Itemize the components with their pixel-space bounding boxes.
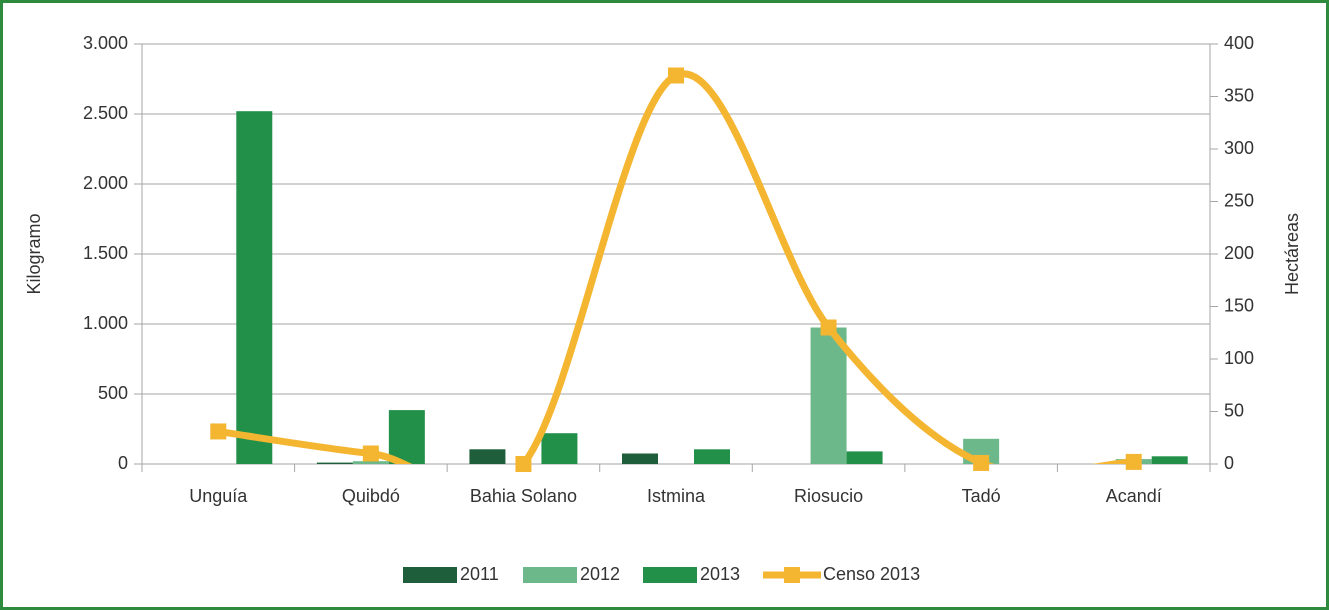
x-tick-label: Riosucio	[794, 486, 863, 506]
x-tick-label: Istmina	[647, 486, 706, 506]
y2-tick-label: 400	[1224, 33, 1254, 53]
line-marker	[515, 456, 532, 472]
line-marker	[973, 454, 990, 471]
y2-tick-label: 200	[1224, 243, 1254, 263]
y-tick-label: 0	[118, 453, 128, 473]
legend-marker	[784, 567, 800, 583]
y-axis-label: Kilogramo	[24, 213, 44, 294]
y2-tick-label: 300	[1224, 138, 1254, 158]
y2-tick-label: 0	[1224, 453, 1234, 473]
y-tick-label: 2.000	[83, 173, 128, 193]
line-marker	[820, 319, 837, 336]
y2-tick-label: 350	[1224, 85, 1254, 105]
bar	[236, 111, 273, 464]
y-tick-label: 1.000	[83, 313, 128, 333]
y2-tick-label: 250	[1224, 190, 1254, 210]
legend-label: Censo 2013	[823, 564, 920, 584]
legend-swatch	[643, 567, 697, 583]
y-tick-label: 2.500	[83, 103, 128, 123]
x-tick-label: Bahia Solano	[470, 486, 577, 506]
x-tick-label: Quibdó	[342, 486, 400, 506]
bar	[694, 449, 730, 464]
bar	[316, 462, 353, 464]
y2-axis-label: Hectáreas	[1282, 213, 1302, 295]
x-tick-label: Unguía	[189, 486, 248, 506]
line-marker	[362, 445, 379, 462]
bar	[622, 453, 658, 464]
bar	[352, 461, 389, 464]
line-marker	[668, 67, 684, 84]
bar	[541, 433, 578, 464]
bar	[1151, 456, 1188, 464]
y-tick-label: 1.500	[83, 243, 128, 263]
line-marker	[1125, 453, 1142, 470]
y-tick-label: 3.000	[83, 33, 128, 53]
bar	[388, 410, 425, 464]
legend-label: 2012	[580, 564, 620, 584]
legend-swatch	[523, 567, 577, 583]
y-tick-label: 500	[98, 383, 128, 403]
x-tick-label: Acandí	[1106, 486, 1162, 506]
legend-label: 2011	[460, 564, 499, 584]
bar	[846, 451, 883, 464]
y2-tick-label: 150	[1224, 295, 1254, 315]
x-tick-label: Tadó	[962, 486, 1001, 506]
bar	[810, 327, 847, 464]
line-marker	[210, 423, 227, 440]
y2-tick-label: 50	[1224, 400, 1244, 420]
y2-tick-label: 100	[1224, 348, 1254, 368]
legend-swatch	[403, 567, 457, 583]
legend-label: 2013	[700, 564, 740, 584]
bar	[469, 449, 506, 464]
